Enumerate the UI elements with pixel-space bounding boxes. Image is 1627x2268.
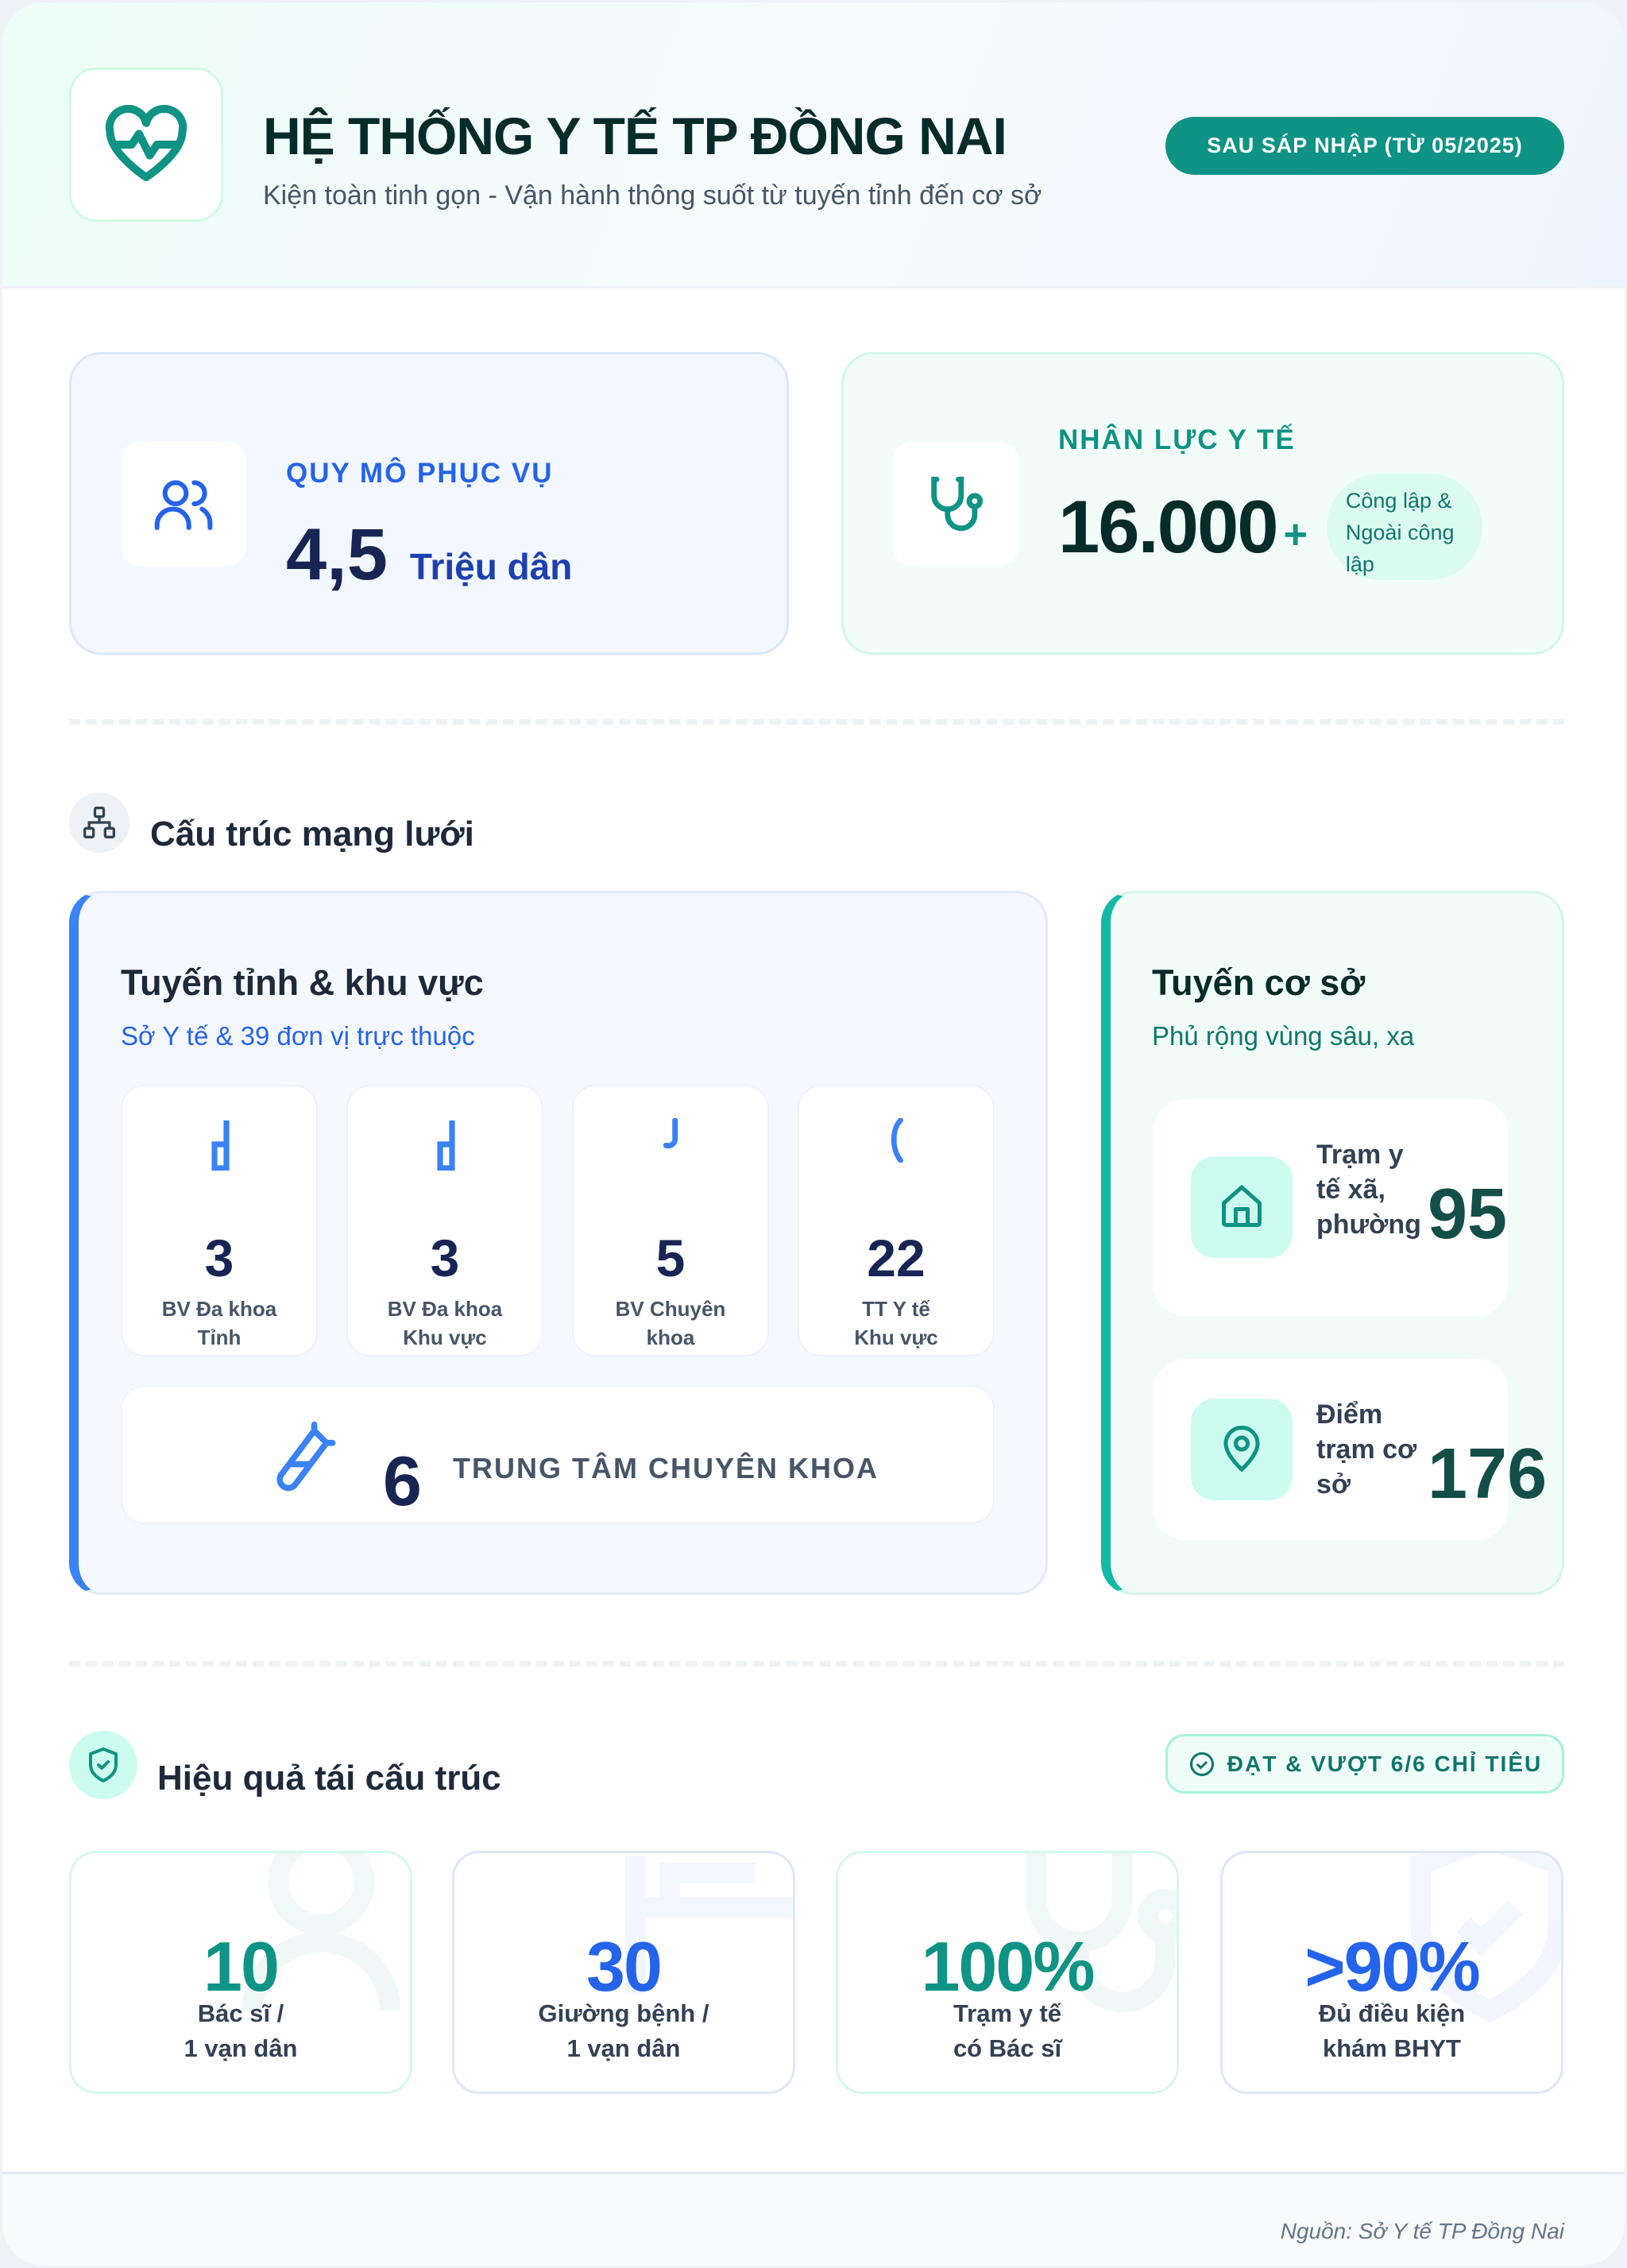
users-icon [154,480,213,530]
sitemap-icon [83,807,115,838]
metric-label-line: Bác sĩ / [197,1999,284,2027]
users-icon-box [121,441,246,567]
test-tube-icon [276,1421,336,1492]
unit-count: 3 [204,1229,234,1287]
hospital-icon [437,1120,455,1171]
metric-label-line: 1 vạn dân [184,2034,298,2062]
hospital-icon [211,1120,230,1171]
stethoscope-icon [1026,1853,1177,2013]
metric-label: Giường bệnh / 1 vạn dân [454,1996,793,2066]
shield-check-icon [1410,1853,1561,2022]
metric-label-line: Giường bệnh / [538,1999,709,2027]
metric-label: Trạm y tế có Bác sĩ [838,1996,1177,2066]
page-title: HỆ THỐNG Y TẾ TP ĐỒNG NAI [263,106,1007,165]
workforce-card: NHÂN LỰC Y TẾ 16.000 + Công lập & Ngoài … [841,352,1564,655]
metric-label-line: khám BHYT [1323,2034,1461,2062]
population-card: QUY MÔ PHỤC VỤ 4,5 Triệu dân [69,352,789,655]
unit-count: 5 [655,1229,686,1287]
metric-label: Bác sĩ / 1 vạn dân [71,1996,410,2066]
unit-card: 3 BV Đa khoa Khu vực [346,1085,543,1357]
population-row: 4,5 Triệu dân [286,513,572,597]
commune-stations-label: Trạm y tế xã, phường [1316,1140,1421,1240]
effectiveness-title: Hiệu quả tái cấu trúc [157,1759,501,1798]
network-title: Cấu trúc mạng lưới [150,815,474,853]
unit-card: 3 BV Đa khoa Tỉnh [121,1085,318,1357]
metric-card: 100% Trạm y tế có Bác sĩ [836,1851,1179,2094]
source-note: Nguồn: Sở Y tế TP Đồng Nai [1280,2219,1564,2243]
bed-icon [624,1856,793,1994]
targets-badge-label: ĐẠT & VƯỢT 6/6 CHỈ TIÊU [1227,1751,1543,1776]
logo-box [69,68,223,222]
workforce-value: 16.000 [1058,485,1279,568]
specialty-centers-card: 6 TRUNG TÂM CHUYÊN KHOA [121,1385,995,1524]
user-doctor-icon [242,1853,400,2011]
workforce-plus: + [1283,512,1308,558]
medical-center-icon [891,1118,903,1163]
grassroots-title: Tuyến cơ sở [1152,962,1366,1003]
home-icon-box [1191,1156,1293,1258]
unit-card: 5 BV Chuyên khoa [572,1085,769,1357]
specialty-hospital-icon [663,1118,678,1149]
merger-badge: SAU SÁP NHẬP (TỪ 05/2025) [1165,117,1564,175]
header: HỆ THỐNG Y TẾ TP ĐỒNG NAI Kiện toàn tinh… [2,2,1625,288]
metric-card: 30 Giường bệnh / 1 vạn dân [452,1851,795,2094]
metric-card: 10 Bác sĩ / 1 vạn dân [69,1851,412,2094]
commune-stations-card: Trạm y tế xã, phường 95 [1154,1099,1508,1316]
map-pin-icon [1223,1426,1260,1473]
workforce-row: 16.000 + Công lập & Ngoài công lập [1058,474,1482,580]
population-unit: Triệu dân [409,546,573,587]
provincial-title: Tuyến tỉnh & khu vực [121,962,484,1003]
workforce-note: Công lập & Ngoài công lập [1326,474,1482,580]
metric-label-line: Trạm y tế [953,1999,1062,2027]
commune-stations-count: 95 [1428,1175,1508,1254]
metric-label-line: Đủ điều kiện [1318,1999,1466,2027]
unit-count: 22 [867,1229,926,1287]
workforce-label: NHÂN LỰC Y TẾ [1058,424,1296,455]
base-points-card: Điểm trạm cơ sở 176 [1154,1359,1547,1540]
divider [69,719,1564,725]
home-icon [1222,1185,1262,1227]
unit-count: 3 [430,1229,460,1287]
metric-card: >90% Đủ điều kiện khám BHYT [1220,1851,1563,2094]
unit-label: TT Y tế Khu vực [854,1297,938,1349]
unit-label: BV Đa khoa Tỉnh [161,1297,277,1349]
stethoscope-icon-box [893,441,1018,567]
network-section-icon [69,792,129,853]
metric-value: 100% [921,1927,1095,2006]
shield-check-icon [89,1747,118,1782]
stethoscope-icon [931,476,984,532]
page-subtitle: Kiện toàn tinh gọn - Vận hành thông suốt… [263,180,1042,211]
centers-label: TRUNG TÂM CHUYÊN KHOA [453,1452,879,1484]
targets-badge: ĐẠT & VƯỢT 6/6 CHỈ TIÊU [1165,1734,1564,1794]
footer: Nguồn: Sở Y tế TP Đồng Nai [2,2172,1625,2266]
grassroots-subtitle: Phủ rộng vùng sâu, xa [1152,1021,1415,1051]
provincial-subtitle: Sở Y tế & 39 đơn vị trực thuộc [121,1021,475,1051]
population-label: QUY MÔ PHỤC VỤ [286,458,554,489]
metric-label-line: có Bác sĩ [953,2034,1062,2062]
centers-count: 6 [383,1442,422,1520]
unit-label: BV Đa khoa Khu vực [387,1297,503,1349]
map-pin-icon-box [1191,1399,1293,1500]
base-points-count: 176 [1428,1434,1548,1514]
divider [69,1661,1564,1666]
effectiveness-section-icon [69,1731,137,1799]
base-points-label: Điểm trạm cơ sở [1316,1399,1417,1500]
metric-label: Đủ điều kiện khám BHYT [1223,1996,1561,2066]
metric-value: 10 [203,1927,280,2006]
metric-value: >90% [1304,1927,1481,2006]
metric-label-line: 1 vạn dân [566,2034,681,2062]
unit-label: BV Chuyên khoa [615,1297,726,1349]
heart-pulse-icon [105,105,187,181]
check-circle-icon [1189,1751,1214,1776]
population-value: 4,5 [286,514,388,595]
unit-card: 22 TT Y tế Khu vực [798,1085,995,1357]
metric-value: 30 [586,1927,663,2006]
